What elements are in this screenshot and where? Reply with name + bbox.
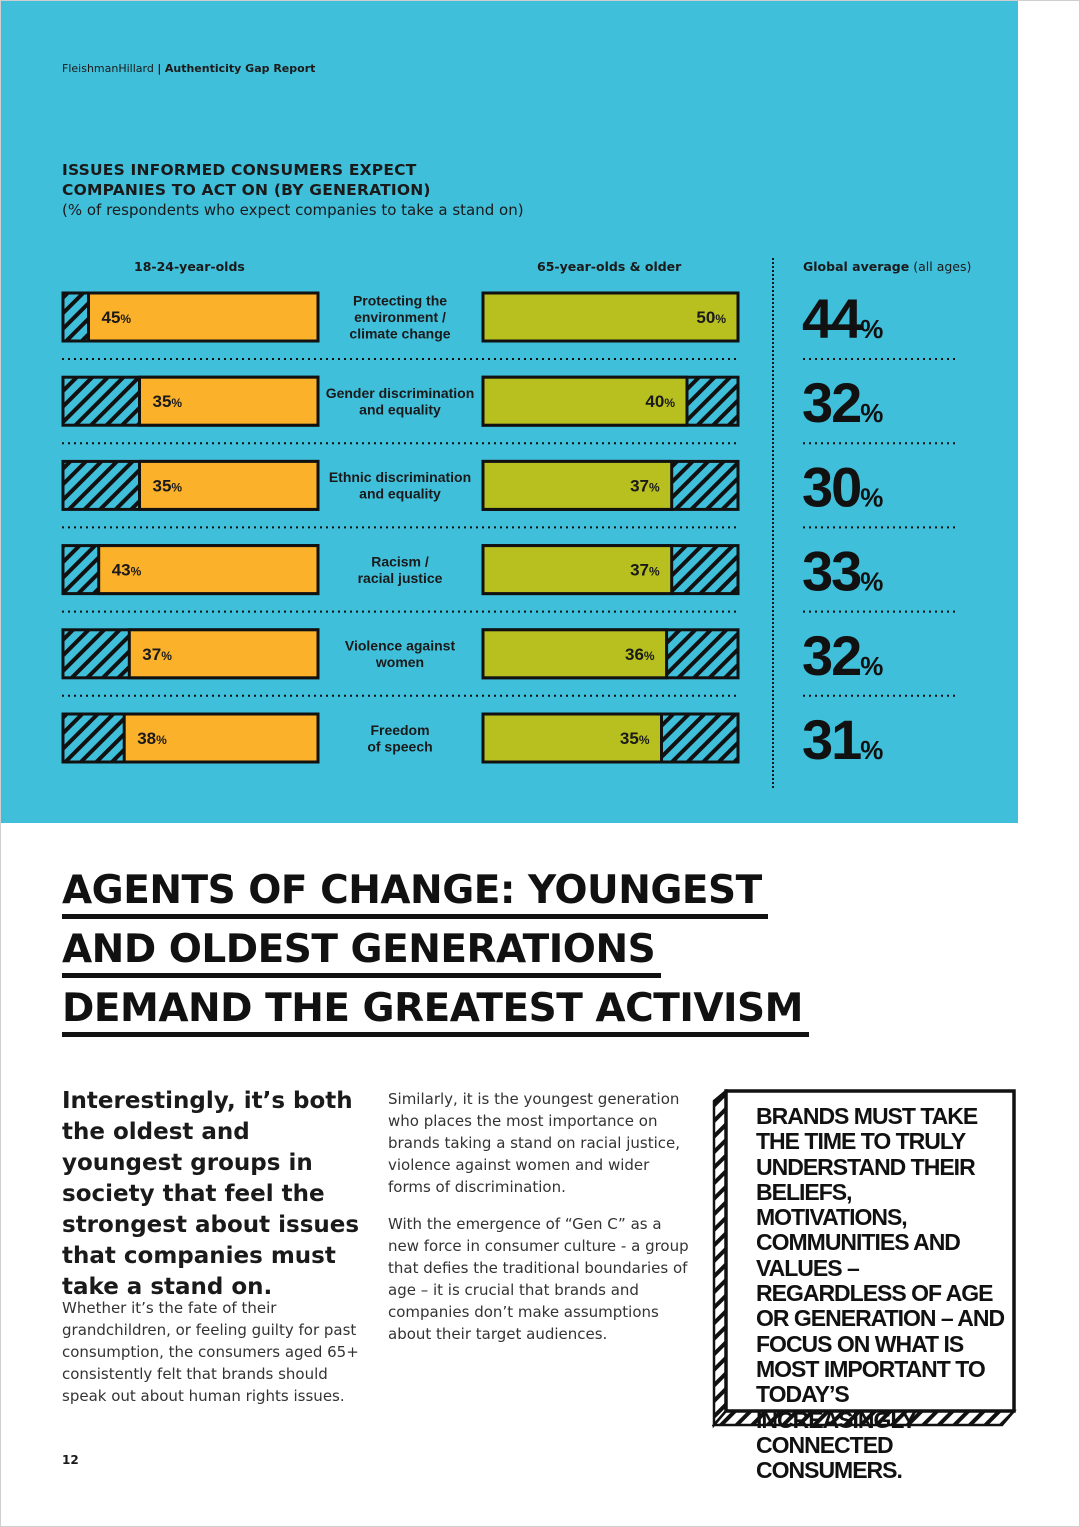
global-average-value: 44% — [802, 287, 883, 350]
body-column-2: Similarly, it is the youngest generation… — [388, 1088, 693, 1360]
body-paragraph-3: With the emergence of “Gen C” as a new f… — [388, 1215, 689, 1343]
global-average-value: 30% — [802, 455, 883, 518]
series-label-old: 65-year-olds & older — [537, 259, 682, 274]
bar-young — [97, 544, 320, 596]
category-label: Racism / — [371, 553, 429, 569]
bar-label-young: 43% — [112, 561, 142, 580]
category-label: of speech — [367, 738, 432, 754]
global-average-pct: % — [860, 482, 883, 512]
global-average-pct: % — [860, 567, 883, 597]
bar-old — [481, 544, 674, 596]
bar-label-old: 50% — [696, 308, 726, 327]
bar-label-young: 38% — [137, 729, 167, 748]
category-label: Protecting the — [353, 293, 447, 309]
category-label: Gender discrimination — [326, 385, 475, 401]
bar-old — [481, 628, 669, 680]
bar-label-old: 37% — [630, 476, 660, 495]
category-label: women — [375, 654, 424, 670]
category-label: Violence against — [345, 638, 456, 654]
global-average-value: 32% — [802, 624, 883, 687]
global-average-pct: % — [860, 398, 883, 428]
global-average-pct: % — [860, 314, 883, 344]
body-paragraph-1: Whether it’s the fate of their grandchil… — [62, 1299, 359, 1405]
bar-label-pct: % — [171, 480, 182, 494]
category-label: racial justice — [358, 570, 443, 586]
bar-label-old: 35% — [620, 729, 650, 748]
bar-old — [481, 712, 663, 764]
callout-side-hatch — [712, 1089, 728, 1429]
callout-box-frame — [712, 1089, 1017, 1429]
bar-label-old: 36% — [625, 645, 655, 664]
bar-label-pct: % — [171, 396, 182, 410]
global-average-pct: % — [860, 651, 883, 681]
brand-name: FleishmanHillard — [62, 62, 154, 75]
bar-young — [87, 291, 320, 343]
chart-title-line: COMPANIES TO ACT ON (BY GENERATION) — [62, 181, 431, 199]
category-label: Ethnic discrimination — [329, 469, 471, 485]
bar-label-old: 40% — [645, 392, 675, 411]
bar-label-pct: % — [649, 565, 660, 579]
page-number: 12 — [62, 1453, 79, 1467]
category-label: and equality — [359, 486, 441, 502]
report-header: FleishmanHillard | Authenticity Gap Repo… — [62, 62, 315, 75]
category-label: climate change — [349, 326, 450, 342]
category-label: environment / — [354, 309, 446, 325]
global-average-pct: % — [860, 735, 883, 765]
column-divider — [772, 258, 774, 788]
bar-label-pct: % — [664, 396, 675, 410]
bar-label-pct: % — [639, 733, 650, 747]
global-average-value: 33% — [802, 540, 883, 603]
bar-label-pct: % — [120, 312, 131, 326]
bar-label-young: 35% — [153, 392, 183, 411]
headline-line: DEMAND THE GREATEST ACTIVISM — [62, 986, 809, 1037]
global-average-value: 31% — [802, 708, 883, 771]
bar-young — [138, 459, 320, 511]
body-paragraph-2: Similarly, it is the youngest generation… — [388, 1090, 680, 1196]
header-separator: | — [157, 62, 162, 75]
callout-quote: BRANDS MUST TAKE THE TIME TO TRULY UNDER… — [756, 1103, 1005, 1484]
bar-label-pct: % — [161, 649, 172, 663]
bar-label-young: 45% — [102, 308, 132, 327]
bar-label-young: 35% — [153, 476, 183, 495]
bar-label-pct: % — [131, 565, 142, 579]
global-average-label: Global average — [803, 259, 910, 274]
series-label-young: 18-24-year-olds — [134, 259, 245, 274]
bar-young — [127, 628, 320, 680]
headline-line: AGENTS OF CHANGE: YOUNGEST — [62, 868, 768, 919]
chart-subtitle: (% of respondents who expect companies t… — [62, 201, 524, 219]
bar-label-young: 37% — [142, 645, 172, 664]
global-average-value: 32% — [802, 371, 883, 434]
bar-young — [138, 375, 320, 427]
bar-label-pct: % — [649, 480, 660, 494]
callout-box — [724, 1089, 1016, 1413]
global-average-heading: Global average (all ages) — [803, 259, 971, 274]
article-headline: AGENTS OF CHANGE: YOUNGEST AND OLDEST GE… — [62, 868, 822, 1045]
headline-line: AND OLDEST GENERATIONS — [62, 927, 662, 978]
category-label: and equality — [359, 401, 441, 417]
bar-label-pct: % — [156, 733, 167, 747]
report-title: Authenticity Gap Report — [164, 62, 316, 75]
lead-paragraph: Interestingly, it’s both the oldest and … — [62, 1088, 360, 1300]
category-label: Freedom — [370, 722, 429, 738]
bar-old — [481, 375, 689, 427]
bar-old — [481, 291, 740, 343]
bar-old — [481, 459, 674, 511]
global-average-qualifier: (all ages) — [913, 259, 972, 274]
chart-title: ISSUES INFORMED CONSUMERS EXPECT COMPANI… — [62, 160, 431, 200]
bar-label-pct: % — [644, 649, 655, 663]
chart-title-line: ISSUES INFORMED CONSUMERS EXPECT — [62, 161, 417, 179]
bar-label-old: 37% — [630, 561, 660, 580]
bar-label-pct: % — [715, 312, 726, 326]
bar-young — [122, 712, 320, 764]
